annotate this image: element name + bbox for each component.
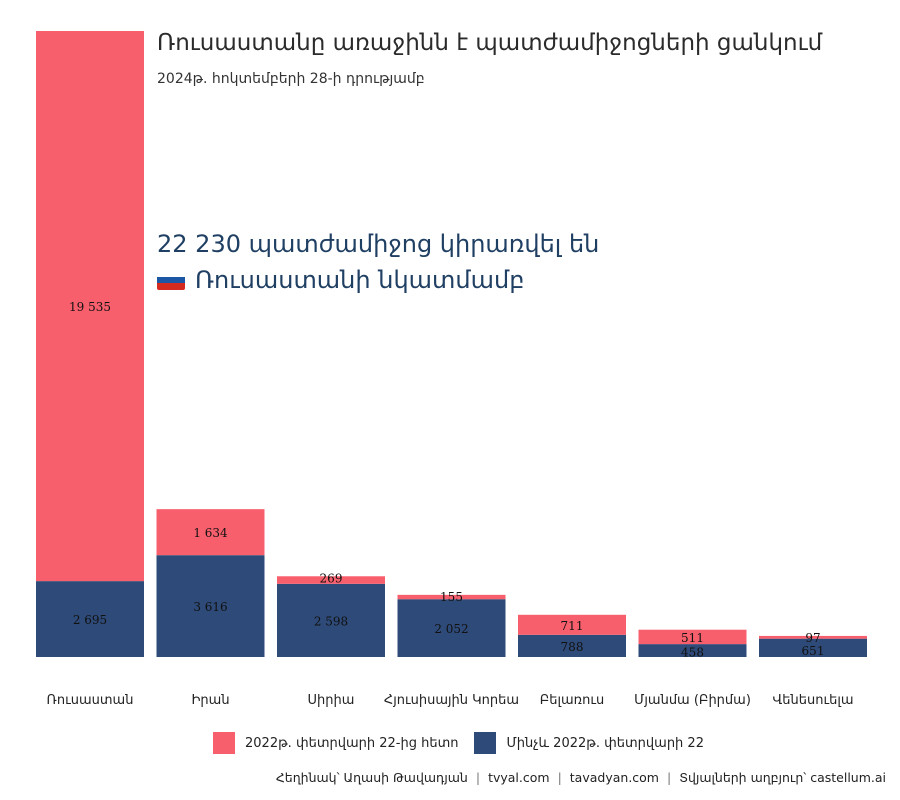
- value-label-after-4: 711: [561, 619, 584, 633]
- value-label-before-1: 3 616: [193, 600, 227, 614]
- chart-legend: 2022թ. փետրվարի 22-ից հետո Մինչև 2022թ. …: [213, 732, 720, 754]
- legend-entry-before: Մինչև 2022թ. փետրվարի 22: [474, 732, 704, 754]
- legend-entry-after: 2022թ. փետրվարի 22-ից հետո: [213, 732, 458, 754]
- bar-after-2: [277, 576, 385, 584]
- footer-site-1: tvyal.com: [488, 770, 550, 785]
- value-label-after-1: 1 634: [193, 526, 228, 540]
- bar-after-3: [397, 594, 506, 600]
- legend-swatch-after: [213, 732, 235, 754]
- category-label-6: Վենեսուելա: [772, 693, 853, 708]
- footer-author: Հեղինակ՝ Աղասի Թավադյան: [275, 770, 468, 785]
- category-label-3: Հյուսիսային Կորեա: [384, 693, 519, 708]
- value-label-before-6: 651: [802, 644, 825, 658]
- footer-divider: |: [666, 770, 672, 785]
- bar-before-3: [397, 599, 506, 657]
- bar-before-4: [518, 634, 626, 657]
- category-label-4: Բելառուս: [540, 693, 605, 708]
- legend-label-after: 2022թ. փետրվարի 22-ից հետո: [245, 735, 459, 751]
- value-label-before-3: 2 052: [434, 622, 468, 636]
- flag-stripe-white: [157, 270, 185, 277]
- category-label-2: Սիրիա: [308, 693, 355, 708]
- category-label-5: Մյանմա (Բիրմա): [634, 693, 751, 708]
- bar-before-2: [277, 583, 385, 657]
- bar-before-1: [156, 555, 265, 657]
- annotation-line-2: Ռուսաստանի նկատմամբ: [195, 266, 525, 294]
- bar-after-6: [759, 635, 867, 639]
- footer-source: Տվյալների աղբյուր՝ castellum.ai: [679, 770, 886, 785]
- russia-flag-icon: [157, 270, 185, 290]
- footer-site-2: tavadyan.com: [569, 770, 659, 785]
- value-label-after-5: 511: [681, 631, 704, 645]
- bar-before-0: [36, 581, 144, 657]
- bar-after-5: [638, 629, 747, 645]
- legend-swatch-before: [474, 732, 497, 754]
- annotation-line-2-wrap: Ռուսաստանի նկատմամբ: [157, 262, 599, 298]
- value-label-after-2: 269: [320, 571, 343, 585]
- bar-after-4: [518, 614, 626, 635]
- bar-after-1: [156, 509, 265, 556]
- value-label-before-5: 458: [681, 646, 704, 660]
- value-label-before-2: 2 598: [314, 614, 348, 628]
- footer-credits: Հեղինակ՝ Աղասի Թավադյան | tvyal.com | tavady…: [276, 770, 886, 785]
- footer-divider: |: [475, 770, 481, 785]
- annotation-line-1: 22 230 պատժամիջոց կիրառվել են: [157, 230, 600, 258]
- legend-label-before: Մինչև 2022թ. փետրվարի 22: [506, 735, 704, 751]
- bar-after-0: [36, 31, 144, 582]
- flag-stripe-red: [157, 283, 185, 290]
- category-label-0: Ռուսաստան: [47, 693, 134, 708]
- footer-divider: |: [557, 770, 562, 785]
- bar-before-6: [759, 638, 867, 657]
- flag-stripe-blue: [157, 276, 185, 284]
- value-label-after-6: 97: [805, 631, 820, 645]
- chart-annotation: 22 230 պատժամիջոց կիրառվել են Ռուսաստանի…: [157, 226, 599, 298]
- value-label-before-4: 788: [561, 640, 584, 654]
- chart-subtitle: 2024թ. հոկտեմբերի 28-ի դրությամբ: [157, 71, 425, 87]
- category-label-1: Իրան: [191, 693, 229, 708]
- value-label-after-3: 155: [440, 590, 463, 604]
- bar-before-5: [638, 644, 747, 657]
- value-label-after-0: 19 535: [69, 300, 111, 314]
- chart-title: Ռուսաստանը առաջինն է պատժամիջոցների ցանկ…: [157, 30, 823, 56]
- value-label-before-0: 2 695: [73, 613, 107, 627]
